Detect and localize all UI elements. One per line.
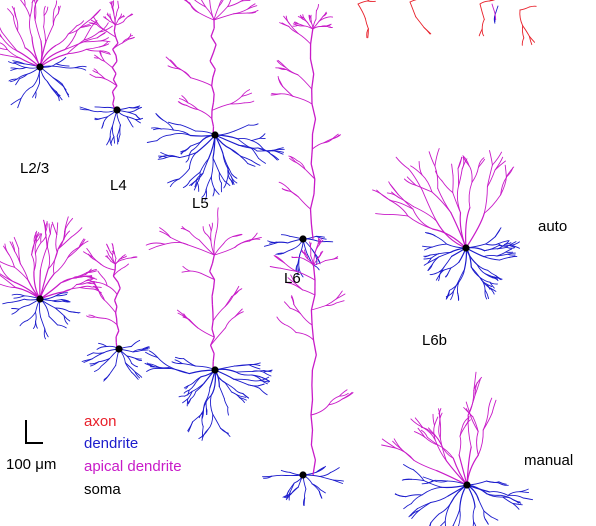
neuron-l6b-auto [372, 148, 520, 301]
neuron-l4-manual [81, 243, 151, 382]
legend-axon: axon [84, 413, 117, 430]
label-auto: auto [538, 218, 568, 235]
label-l23: L2/3 [20, 160, 50, 177]
scale-bar [25, 420, 43, 444]
neuron-l5-auto [146, 0, 285, 201]
neuron-l23-manual [0, 216, 102, 340]
legend-soma: soma [84, 481, 121, 498]
legend-dendrite: dendrite [84, 435, 139, 452]
label-l6b: L6b [422, 332, 448, 349]
neuron-l5-manual [144, 207, 273, 441]
label-manual: manual [524, 452, 574, 469]
neuron-l4-auto [79, 0, 144, 146]
neuron-l6-auto [263, 3, 342, 278]
label-l6: L6 [284, 270, 301, 287]
scale-bar-label: 100 μm [6, 456, 57, 473]
legend-apical-dendrite: apical dendrite [84, 458, 182, 475]
neuron-l6b-manual [381, 371, 534, 526]
label-l5: L5 [192, 195, 209, 212]
axon-fragments [357, 0, 537, 46]
neuron-l6-manual [262, 237, 354, 507]
neuron-l23-auto [0, 0, 113, 109]
label-l4: L4 [110, 177, 127, 194]
